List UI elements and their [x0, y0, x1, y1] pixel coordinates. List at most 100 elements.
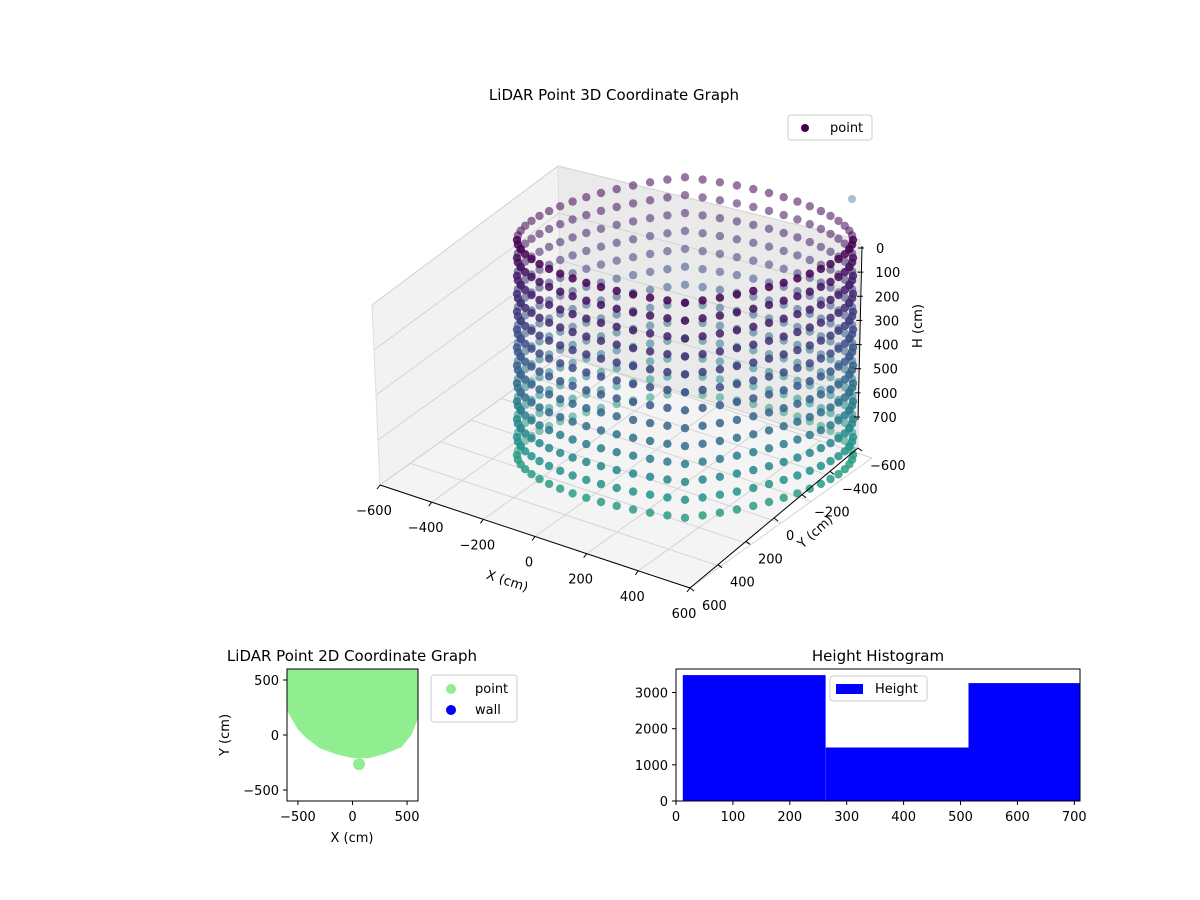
point-3d — [764, 260, 774, 269]
point-3d — [628, 469, 638, 478]
point-3d — [805, 448, 814, 458]
x-tick-mark-3d — [531, 536, 536, 541]
z-ticks-3d: 0 100 200 300 400 500 600 700 — [854, 242, 900, 426]
point-3d — [612, 430, 621, 439]
point-3d — [612, 483, 621, 493]
point-3d — [834, 254, 843, 264]
histogram-bar — [682, 675, 826, 801]
point-3d — [645, 347, 655, 356]
point-3d — [544, 479, 554, 489]
point-3d — [732, 451, 742, 460]
point-3d — [793, 489, 802, 498]
point-3d — [663, 229, 672, 238]
point-3d — [544, 372, 554, 381]
point-3d — [840, 321, 849, 331]
point-3d — [826, 211, 835, 221]
point-3d — [834, 344, 843, 353]
point-3d — [612, 256, 621, 265]
point-3d — [698, 296, 707, 305]
point-3d — [732, 487, 742, 496]
point-3d — [680, 424, 690, 433]
point-3d — [568, 435, 577, 444]
point-3d — [612, 274, 621, 283]
point-3d — [749, 465, 758, 475]
point-3d — [512, 271, 522, 280]
point-3d — [512, 415, 522, 424]
point-3d — [840, 339, 849, 348]
point-3d — [521, 293, 530, 302]
y-tick-label-3d: −400 — [842, 482, 878, 497]
point-3d — [527, 362, 536, 371]
point-3d — [805, 412, 814, 422]
point-3d — [834, 469, 843, 479]
point-3d — [596, 336, 606, 345]
point-3d — [834, 216, 843, 226]
point-3d — [512, 397, 522, 406]
point-3d — [612, 238, 621, 247]
point-3d — [556, 466, 565, 475]
point-3d — [663, 332, 672, 341]
point-3d — [582, 457, 591, 467]
point-3d — [596, 497, 606, 507]
point-3d — [527, 254, 536, 264]
point-3d — [764, 224, 774, 233]
point-3d — [764, 444, 774, 453]
z-tick-label-3d: 200 — [875, 290, 900, 305]
point-3d — [645, 472, 655, 481]
point-3d — [521, 311, 530, 320]
point-3d — [698, 367, 707, 377]
point-3d — [628, 415, 638, 425]
point-3d — [582, 314, 591, 323]
point-3d — [764, 318, 774, 328]
x-tick-label-2d: −500 — [280, 810, 316, 825]
point-3d — [663, 385, 672, 395]
y-tick-label-3d: 0 — [786, 529, 794, 544]
point-3d — [556, 359, 565, 368]
x-tick-mark-3d — [583, 553, 588, 558]
point-3d — [826, 367, 835, 376]
point-3d — [715, 365, 725, 374]
point-3d — [535, 313, 544, 322]
plot-3d: LiDAR Point 3D Coordinate Graph −600 −400… — [356, 86, 926, 622]
point-3d — [698, 403, 707, 413]
point-3d — [556, 220, 565, 229]
point-3d — [715, 178, 725, 187]
point-3d — [715, 196, 725, 205]
point-3d — [556, 255, 565, 265]
x-tick-label-histogram: 600 — [1005, 810, 1030, 825]
point-3d — [840, 411, 849, 420]
point-3d — [826, 439, 835, 448]
point-3d — [732, 361, 742, 371]
point-3d — [826, 385, 835, 394]
point-3d — [732, 199, 742, 208]
point-3d — [596, 188, 606, 198]
point-3d — [715, 214, 725, 223]
point-3d — [645, 383, 655, 392]
point-3d — [749, 483, 758, 493]
point-3d — [715, 490, 725, 499]
point-3d — [596, 372, 606, 381]
point-3d — [663, 265, 672, 274]
x-tick-label-3d: −400 — [408, 521, 444, 536]
point-3d — [596, 282, 606, 292]
point-3d — [612, 286, 621, 296]
point-3d — [834, 234, 843, 243]
point-3d — [715, 347, 725, 356]
point-3d — [544, 408, 554, 417]
point-3d — [556, 341, 565, 350]
x-tick-label-histogram: 400 — [891, 810, 916, 825]
x-tick-label-3d: 200 — [568, 573, 593, 588]
point-3d — [582, 210, 591, 220]
point-3d — [764, 354, 774, 363]
point-3d — [544, 300, 554, 309]
point-3d — [645, 311, 655, 320]
point-3d — [596, 300, 606, 310]
point-3d — [826, 349, 835, 358]
point-3d — [556, 412, 565, 422]
point-3d — [793, 363, 802, 373]
point-3d — [645, 214, 655, 223]
point-3d — [612, 465, 621, 475]
point-3d — [779, 264, 788, 273]
grid-line-3d — [375, 260, 561, 396]
